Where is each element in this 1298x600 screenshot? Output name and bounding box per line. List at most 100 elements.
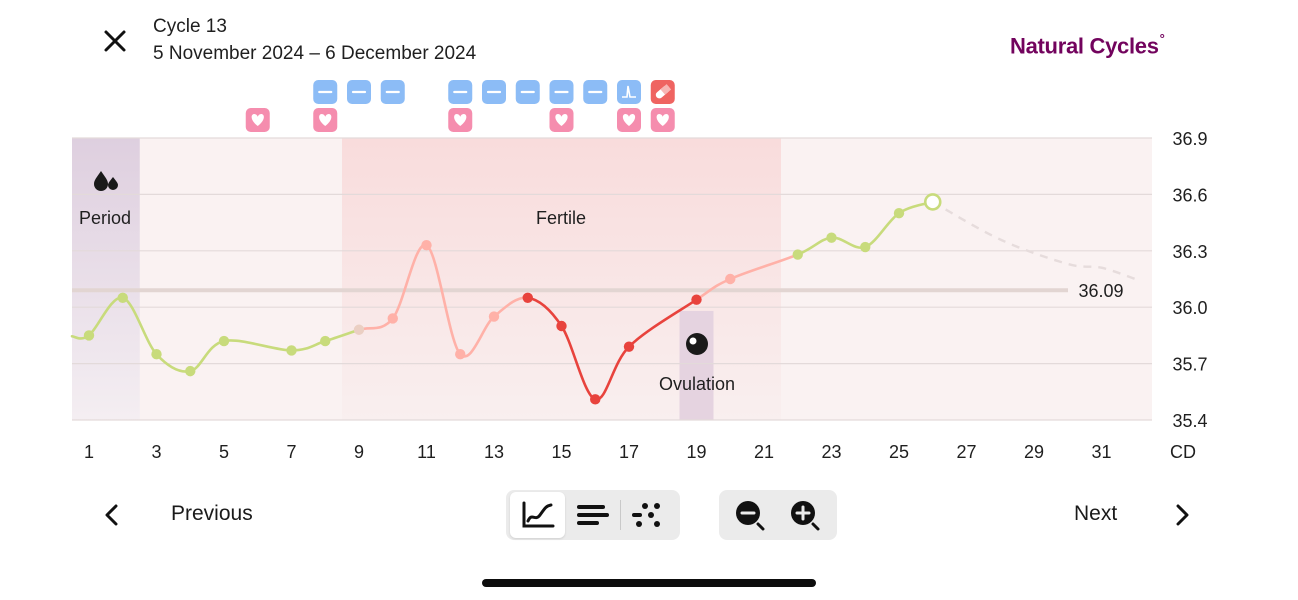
view-mode-toggle <box>506 490 680 540</box>
zoom-out-button[interactable] <box>723 492 778 538</box>
temperature-point <box>151 349 162 360</box>
heart-icon <box>319 114 332 126</box>
brand-logo: Natural Cycles° <box>1010 31 1165 59</box>
love-badge <box>617 108 641 132</box>
heart-icon <box>251 114 264 126</box>
x-tick-label: 7 <box>286 442 296 462</box>
x-tick-label: 25 <box>889 442 909 462</box>
fertile-zone-label: Fertile <box>536 208 586 228</box>
x-tick-label: 21 <box>754 442 774 462</box>
y-tick-label: 36.0 <box>1172 298 1207 318</box>
temperature-point <box>117 292 128 303</box>
lh-test-icon <box>622 85 636 98</box>
love-badge <box>448 108 473 132</box>
home-indicator[interactable] <box>482 579 816 587</box>
x-tick-label: 3 <box>151 442 161 462</box>
temperature-point <box>286 345 297 356</box>
scatter-view-button[interactable] <box>621 492 676 538</box>
temperature-point <box>488 311 500 322</box>
temperature-point <box>792 249 803 260</box>
x-tick-label: 5 <box>219 442 229 462</box>
temperature-line-segment <box>627 298 698 348</box>
temperature-point <box>725 273 736 285</box>
temperature-point <box>556 320 567 332</box>
data-badge <box>515 80 540 104</box>
temperature-line-segment <box>728 253 800 281</box>
temperature-point <box>83 330 95 341</box>
brand-name: Natural Cycles <box>1010 33 1159 59</box>
drops-icon <box>94 171 118 191</box>
temperature-point <box>353 324 365 335</box>
temperature-point <box>455 349 466 360</box>
temperature-point <box>320 335 331 347</box>
temperature-point <box>860 241 871 253</box>
data-badge <box>482 80 506 104</box>
temperature-line-segment <box>425 243 462 356</box>
love-badge <box>245 108 270 132</box>
cycle-date-range: 5 November 2024 – 6 December 2024 <box>153 43 477 64</box>
x-tick-label: 13 <box>484 442 504 462</box>
pill-badge <box>650 80 675 104</box>
zoom-controls <box>719 490 837 540</box>
y-tick-label: 36.3 <box>1172 242 1207 262</box>
x-tick-label: 27 <box>956 442 976 462</box>
ovulation-day-column <box>679 310 714 420</box>
zoom-out-icon <box>735 501 764 531</box>
temperature-point <box>522 292 533 303</box>
list-icon <box>576 505 609 525</box>
heart-icon <box>454 114 467 126</box>
today-point <box>923 193 942 211</box>
heart-icon <box>656 114 669 126</box>
y-tick-label: 35.4 <box>1172 411 1207 431</box>
data-badge <box>583 80 608 104</box>
x-tick-label: 29 <box>1024 442 1044 462</box>
graph-view-button[interactable] <box>510 492 565 538</box>
list-view-button[interactable] <box>565 492 620 538</box>
data-badge <box>549 80 574 104</box>
next-chevron-button[interactable] <box>1160 490 1204 540</box>
data-badge <box>347 80 371 104</box>
temperature-point <box>185 365 196 377</box>
cycle-title: Cycle 13 <box>153 16 227 37</box>
temperature-point <box>218 335 230 347</box>
x-tick-label: 19 <box>686 442 706 462</box>
x-tick-label: 9 <box>354 442 364 462</box>
y-tick-label: 36.9 <box>1172 129 1207 149</box>
chevron-left-icon <box>105 504 118 526</box>
temperature-point <box>590 394 601 405</box>
zoom-in-icon <box>790 501 819 531</box>
love-badge <box>549 108 574 132</box>
zoom-in-button[interactable] <box>778 492 833 538</box>
x-tick-label: 31 <box>1091 442 1111 462</box>
x-tick-label: 23 <box>821 442 841 462</box>
close-button[interactable] <box>100 26 130 56</box>
data-badge <box>380 80 405 104</box>
close-icon <box>104 30 126 52</box>
data-badge <box>313 80 338 104</box>
data-badge <box>448 80 473 104</box>
period-zone-label: Period <box>79 208 131 228</box>
heart-icon <box>622 114 636 126</box>
previous-button[interactable]: Previous <box>171 502 253 525</box>
temperature-point <box>421 239 432 251</box>
x-tick-label: 11 <box>417 442 436 462</box>
love-badge <box>650 108 675 132</box>
bottom-navigation: Previous <box>0 490 1298 542</box>
lh-badge <box>617 80 641 104</box>
cover-line-value: 36.09 <box>1078 281 1123 301</box>
temperature-point <box>623 341 635 352</box>
y-tick-label: 35.7 <box>1172 355 1207 375</box>
graph-icon <box>522 501 554 528</box>
next-button[interactable]: Next <box>1074 502 1118 525</box>
ovulation-label: Ovulation <box>659 374 735 394</box>
pill-icon <box>655 84 672 99</box>
previous-chevron-button[interactable] <box>90 490 134 540</box>
segment-divider <box>620 500 621 530</box>
x-tick-label: 15 <box>551 442 571 462</box>
temperature-point <box>826 232 837 243</box>
ovulation-icon <box>686 333 708 355</box>
x-axis-unit: CD <box>1170 442 1196 462</box>
temperature-point <box>691 294 702 305</box>
temperature-chart: Period Fertile Ovulation 36.09 36.936.63… <box>70 80 1208 462</box>
y-tick-label: 36.6 <box>1172 185 1207 205</box>
